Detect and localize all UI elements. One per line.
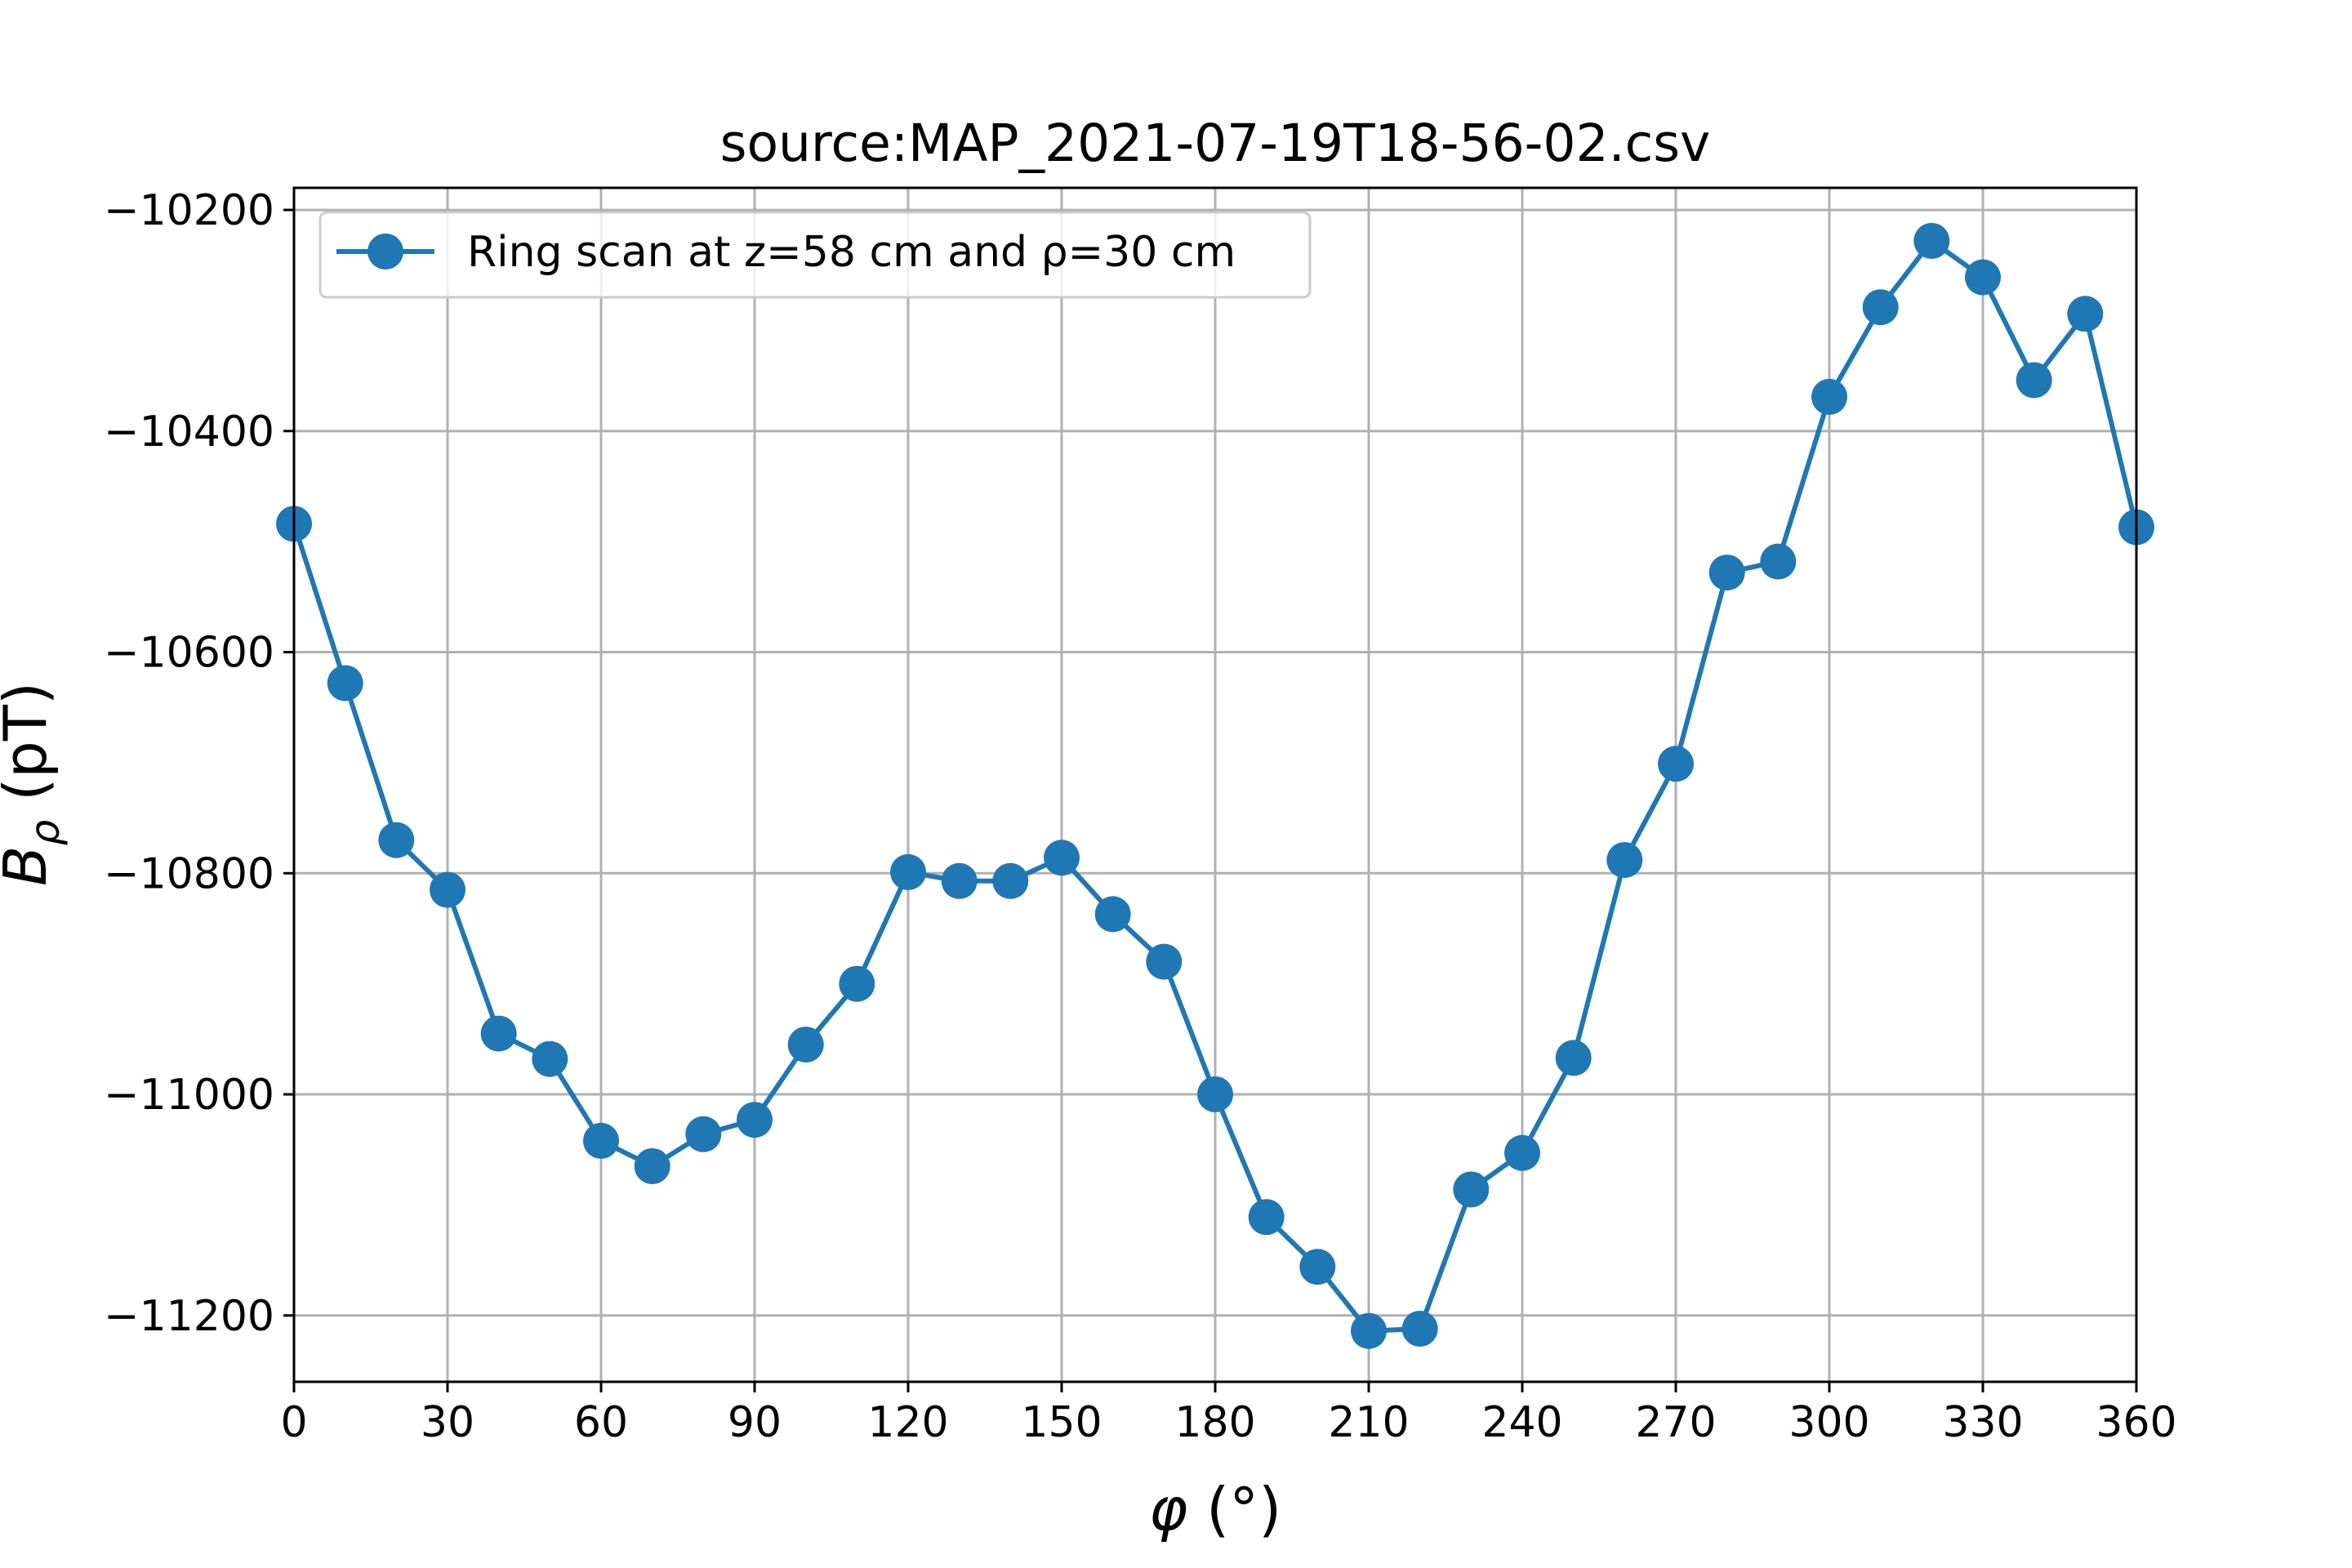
data-point [1351,1312,1387,1349]
chart-title: source:MAP_2021-07-19T18-56-02.csv [720,114,1711,173]
data-point [1760,543,1797,580]
data-point [685,1116,722,1152]
data-point [1146,943,1183,980]
data-point [787,1027,824,1063]
x-tick-label: 270 [1635,1398,1716,1447]
data-point [480,1015,517,1052]
data-point [1811,378,1847,415]
data-point [1044,840,1080,876]
legend-box [318,211,1312,299]
data-point [532,1040,568,1077]
data-point [992,862,1029,899]
data-point [378,822,415,858]
data-point [1094,896,1131,933]
y-axis-label-unit: (pT) [0,682,60,820]
data-point [1862,289,1899,326]
data-point [430,871,466,908]
y-tick-label: −11200 [104,1292,274,1341]
x-tick-label: 210 [1328,1398,1409,1447]
data-point [941,862,978,899]
data-point [1453,1171,1490,1208]
x-tick-label: 180 [1174,1398,1255,1447]
data-point [1913,223,1950,259]
data-point [634,1148,670,1184]
data-point [1708,555,1745,591]
x-tick-label: 0 [280,1398,307,1447]
data-point [1401,1311,1438,1347]
x-tick-label: 300 [1788,1398,1869,1447]
axis-ticks: 0 30 60 90 120 150 180 210 240 270 300 330 360 −10200… [104,186,2177,1447]
x-tick-label: 120 [867,1398,948,1447]
x-tick-label: 360 [2096,1398,2176,1447]
x-tick-label: 60 [574,1398,628,1447]
data-point [1965,259,2001,296]
x-tick-label: 150 [1021,1398,1102,1447]
data-point [1658,746,1694,782]
y-tick-label: −10200 [104,186,274,235]
data-point [1197,1076,1233,1112]
y-tick-label: −10400 [104,408,274,457]
legend: Ring scan at z=58 cm and ρ=30 cm [318,211,1312,299]
x-tick-label: 240 [1481,1398,1562,1447]
x-tick-label: 90 [728,1398,782,1447]
data-point [737,1102,773,1138]
data-point [1504,1134,1540,1171]
y-tick-label: −10800 [104,849,274,898]
data-point [1555,1040,1592,1076]
legend-entry-label: Ring scan at z=58 cm and ρ=30 cm [467,228,1236,277]
y-tick-label: −10600 [104,629,274,678]
x-tick-label: 30 [421,1398,474,1447]
x-axis-label: φ (°) [1149,1475,1282,1544]
data-point [1299,1249,1336,1285]
data-point [890,853,926,890]
x-axis-label-unit: (°) [1187,1475,1281,1544]
y-tick-label: −11000 [104,1071,274,1120]
y-axis-label: Bρ (pT) [0,682,69,886]
y-axis-label-subscript: ρ [21,820,69,846]
data-point [1606,842,1643,879]
series-layer [276,223,2154,1349]
data-point [2016,362,2052,399]
data-point [1248,1199,1285,1236]
data-point [2067,296,2104,332]
data-point [839,965,875,1002]
y-axis-label-symbol: B [0,846,60,886]
legend-marker-swatch [368,234,403,270]
x-tick-label: 330 [1942,1398,2023,1447]
data-point [583,1122,619,1159]
x-axis-label-symbol: φ [1149,1475,1188,1544]
grid [292,188,2138,1382]
data-point [327,665,363,702]
